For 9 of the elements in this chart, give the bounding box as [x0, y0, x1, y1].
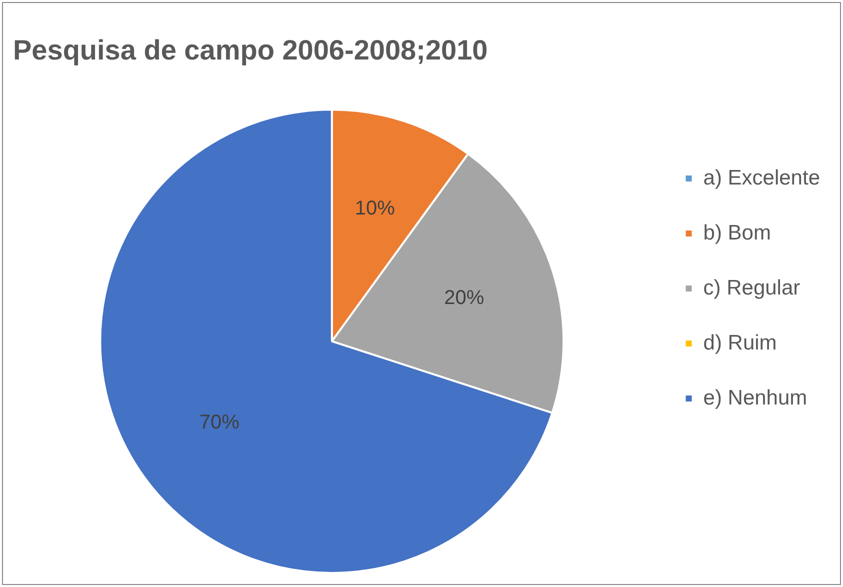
- legend-label: d) Ruim: [703, 331, 777, 354]
- chart-title: Pesquisa de campo 2006-2008;2010: [13, 34, 488, 66]
- data-label: 20%: [444, 286, 484, 309]
- legend-label: b) Bom: [703, 221, 771, 244]
- legend-label: e) Nenhum: [703, 386, 808, 410]
- data-label: 70%: [199, 412, 240, 434]
- legend-label: c) Regular: [703, 276, 800, 300]
- data-label: 10%: [354, 198, 396, 220]
- legend-label: a) Excelente: [703, 166, 820, 190]
